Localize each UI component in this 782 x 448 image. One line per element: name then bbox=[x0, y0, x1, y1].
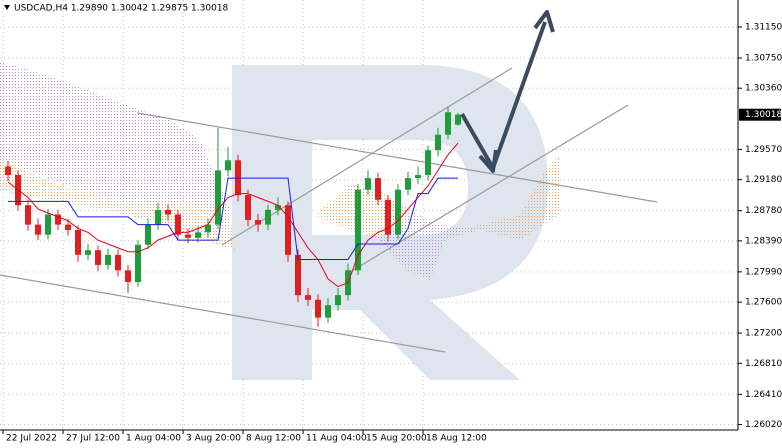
plot bbox=[5, 106, 461, 327]
candle-body bbox=[215, 170, 221, 225]
x-tick-label: 11 Aug 04:00 bbox=[306, 434, 367, 444]
candle-body bbox=[315, 299, 321, 318]
y-tick-label: 1.29570 bbox=[745, 145, 782, 155]
candle-body bbox=[285, 205, 291, 255]
price-axis-bg bbox=[738, 0, 782, 448]
candle-body bbox=[435, 134, 441, 151]
candle-body bbox=[355, 189, 361, 271]
y-tick-label: 1.26810 bbox=[745, 359, 782, 369]
y-tick-label: 1.27600 bbox=[745, 298, 782, 308]
x-tick-label: 22 Jul 2022 bbox=[6, 434, 57, 444]
x-tick-label: 1 Aug 04:00 bbox=[126, 434, 181, 444]
candle-body bbox=[195, 232, 201, 238]
candle-body bbox=[205, 224, 211, 233]
candle-body bbox=[335, 295, 341, 306]
candle-body bbox=[25, 205, 31, 225]
candle-body bbox=[55, 214, 61, 225]
y-tick-label: 1.30750 bbox=[745, 53, 782, 63]
candle-body bbox=[125, 270, 131, 282]
candle-body bbox=[305, 295, 311, 300]
x-tick-label: 3 Aug 20:00 bbox=[186, 434, 241, 444]
candle-body bbox=[255, 219, 261, 225]
candle-body bbox=[165, 209, 171, 215]
price-label-box bbox=[739, 108, 781, 121]
watermark bbox=[232, 65, 548, 380]
y-tick-label: 1.27990 bbox=[745, 267, 782, 277]
candle-body bbox=[35, 224, 41, 235]
candle-body bbox=[365, 178, 371, 190]
y-tick-label: 1.29180 bbox=[745, 175, 782, 185]
y-tick-label: 1.27200 bbox=[745, 329, 782, 339]
candle-body bbox=[245, 195, 251, 220]
candle-body bbox=[85, 250, 91, 255]
candle-body bbox=[135, 244, 141, 282]
x-tick-label: 15 Aug 20:00 bbox=[366, 434, 427, 444]
candle-body bbox=[295, 254, 301, 296]
indicator-line bbox=[7, 142, 459, 288]
chart-title: USDCAD,H4 1.29890 1.30042 1.29875 1.3001… bbox=[14, 4, 229, 14]
candle-body bbox=[375, 178, 381, 200]
candle-body bbox=[415, 175, 421, 179]
candle-body bbox=[445, 112, 451, 135]
candle-body bbox=[115, 254, 121, 271]
candle-body bbox=[155, 209, 161, 225]
candle-body bbox=[275, 205, 281, 210]
price-label: 1.30018 bbox=[745, 110, 782, 120]
candle-body bbox=[455, 114, 461, 125]
candle-body bbox=[425, 150, 431, 176]
candle-body bbox=[145, 224, 151, 245]
axes: 1.31150 1.30750 1.30360 1.29570 1.29180 1.287… bbox=[2, 22, 782, 444]
candle-body bbox=[5, 166, 11, 176]
candle-body bbox=[75, 230, 81, 255]
y-tick-label: 1.30360 bbox=[745, 84, 782, 94]
candle-body bbox=[325, 305, 331, 318]
candle-body bbox=[95, 250, 101, 265]
candle-body bbox=[175, 214, 181, 235]
x-tick-label: 27 Jul 12:00 bbox=[66, 434, 120, 444]
forecast-arrow bbox=[460, 10, 555, 173]
menu-arrow[interactable] bbox=[4, 5, 10, 10]
x-tick-label: 18 Aug 12:00 bbox=[426, 434, 487, 444]
candle-body bbox=[405, 178, 411, 190]
candle-body bbox=[65, 224, 71, 231]
candle-body bbox=[185, 234, 191, 238]
candle-body bbox=[225, 160, 231, 171]
y-tick-label: 1.26020 bbox=[745, 420, 782, 430]
candle-body bbox=[105, 254, 111, 265]
candle-body bbox=[395, 189, 401, 235]
trend-lines bbox=[0, 67, 658, 353]
y-tick-label: 1.28780 bbox=[745, 206, 782, 216]
y-tick-label: 1.31150 bbox=[745, 22, 782, 32]
candle-body bbox=[385, 199, 391, 235]
y-tick-label: 1.26410 bbox=[745, 390, 782, 400]
x-tick-label: 8 Aug 12:00 bbox=[246, 434, 301, 444]
indicator-line bbox=[8, 177, 458, 260]
candle-body bbox=[45, 214, 51, 235]
time-axis-bg bbox=[0, 430, 782, 448]
candle-body bbox=[265, 209, 271, 225]
y-tick-label: 1.28390 bbox=[745, 236, 782, 246]
